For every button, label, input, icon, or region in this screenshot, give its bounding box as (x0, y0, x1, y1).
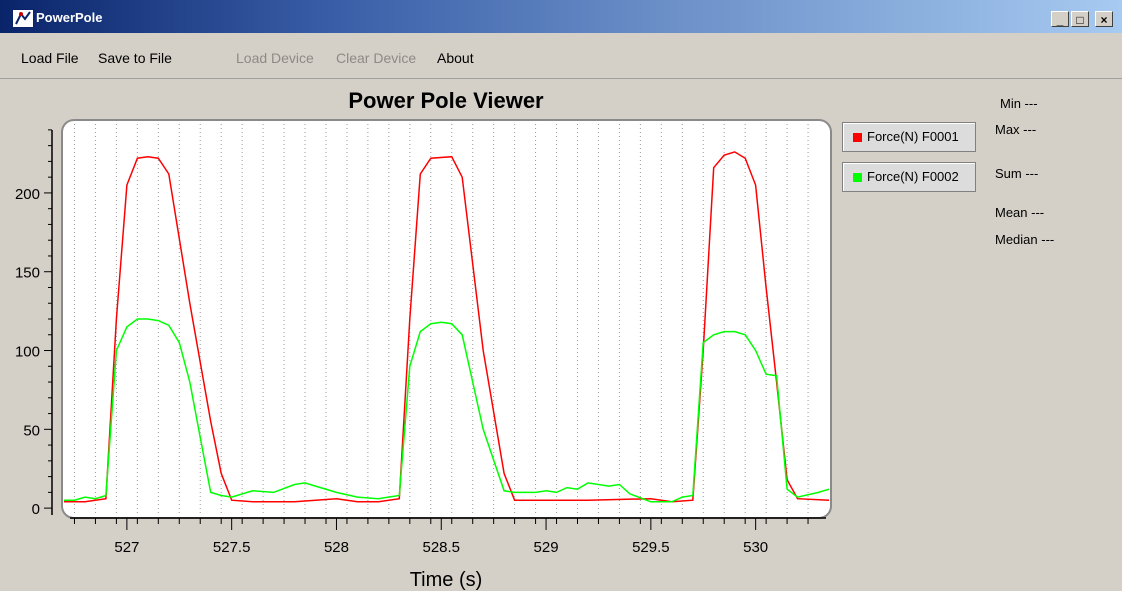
x-tick-label: 528 (324, 539, 349, 556)
x-tick-label: 527 (114, 539, 139, 556)
series-layer (64, 151, 830, 503)
plot-area (61, 119, 832, 519)
x-tick-label: 530 (743, 539, 768, 556)
legend-label: Force(N) F0002 (867, 169, 959, 184)
menu-save-to-file[interactable]: Save to File (98, 50, 172, 66)
window-title: PowerPole (36, 10, 103, 25)
grid-lines (73, 124, 809, 514)
x-tick-label: 528.5 (422, 539, 460, 556)
menu-load-device[interactable]: Load Device (236, 50, 314, 66)
x-tick-label: 527.5 (213, 539, 251, 556)
chart-title: Power Pole Viewer (348, 88, 544, 113)
y-tick-label: 150 (15, 265, 40, 282)
stat-max: Max --- (995, 122, 1037, 137)
axes: 0 50 100 150 200 527 527.5 528 528.5 529 529.5 530 (15, 129, 826, 556)
y-tick-label: 0 (32, 501, 40, 518)
force-chart[interactable]: Power Pole Viewer 0 50 100 150 200 527 527.5 52… (0, 0, 840, 591)
x-axis-label: Time (s) (410, 569, 483, 591)
legend-item-f0001[interactable]: Force(N) F0001 (842, 122, 976, 152)
legend-swatch (853, 173, 862, 182)
y-tick-label: 200 (15, 186, 40, 203)
menu-about[interactable]: About (437, 50, 474, 66)
series-line-1 (64, 151, 830, 503)
maximize-button[interactable]: □ (1071, 11, 1089, 27)
stat-min: Min --- (1000, 96, 1038, 111)
close-button[interactable]: × (1095, 11, 1113, 27)
series-line-2 (64, 318, 830, 503)
y-tick-label: 100 (15, 344, 40, 361)
stat-median: Median --- (995, 232, 1055, 247)
app-logo-icon (12, 9, 34, 28)
x-tick-label: 529 (534, 539, 559, 556)
legend-swatch (853, 133, 862, 142)
menu-bar: Load File Save to File Load Device Clear… (0, 38, 1122, 79)
x-tick-label: 529.5 (632, 539, 670, 556)
y-tick-label: 50 (23, 422, 40, 439)
menu-divider (0, 78, 1122, 79)
legend-item-f0002[interactable]: Force(N) F0002 (842, 162, 976, 192)
menu-load-file[interactable]: Load File (21, 50, 79, 66)
stat-mean: Mean --- (995, 205, 1045, 220)
legend-label: Force(N) F0001 (867, 129, 959, 144)
minimize-button[interactable]: _ (1051, 11, 1069, 27)
stat-sum: Sum --- (995, 166, 1039, 181)
title-bar[interactable]: PowerPole _ □ × (0, 0, 1122, 33)
menu-clear-device[interactable]: Clear Device (336, 50, 417, 66)
